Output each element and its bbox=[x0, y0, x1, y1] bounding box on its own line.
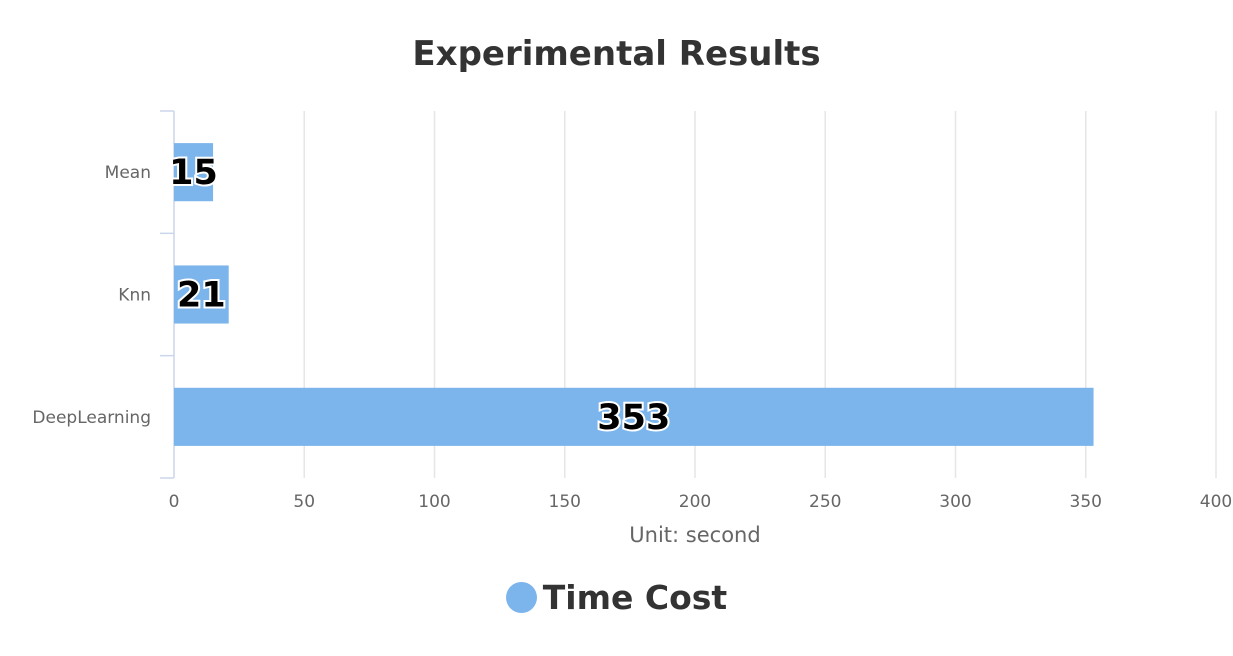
x-tick-label: 150 bbox=[549, 492, 581, 512]
bar-data-label: 21 bbox=[177, 276, 226, 316]
legend[interactable]: Time Cost bbox=[0, 578, 1233, 617]
y-category-label: Mean bbox=[105, 163, 151, 183]
y-category-label: DeepLearning bbox=[32, 408, 151, 428]
x-tick-label: 300 bbox=[939, 492, 971, 512]
x-tick-label: 250 bbox=[809, 492, 841, 512]
x-tick-label: 100 bbox=[418, 492, 450, 512]
y-category-label: Knn bbox=[118, 286, 151, 306]
x-tick-label: 0 bbox=[169, 492, 180, 512]
chart-title: Experimental Results bbox=[412, 34, 821, 74]
bars bbox=[174, 143, 1094, 446]
bar[interactable] bbox=[174, 387, 1094, 446]
x-tick-label: 400 bbox=[1200, 492, 1232, 512]
bar-data-label: 353 bbox=[597, 398, 670, 438]
data-labels: 15 21 353 bbox=[167, 151, 672, 440]
bar-data-label: 15 bbox=[169, 153, 218, 193]
bar[interactable] bbox=[174, 143, 214, 202]
x-tick-label: 350 bbox=[1070, 492, 1102, 512]
x-tick-label: 200 bbox=[679, 492, 711, 512]
tick-labels: 0 50 100 150 200 250 300 350 400 Mean Knn DeepLearn… bbox=[32, 163, 1232, 512]
bar[interactable] bbox=[174, 265, 229, 324]
legend-swatch-icon bbox=[505, 582, 537, 613]
legend-label: Time Cost bbox=[542, 578, 728, 617]
x-tick-label: 50 bbox=[293, 492, 315, 512]
x-axis-title: Unit: second bbox=[629, 523, 760, 547]
